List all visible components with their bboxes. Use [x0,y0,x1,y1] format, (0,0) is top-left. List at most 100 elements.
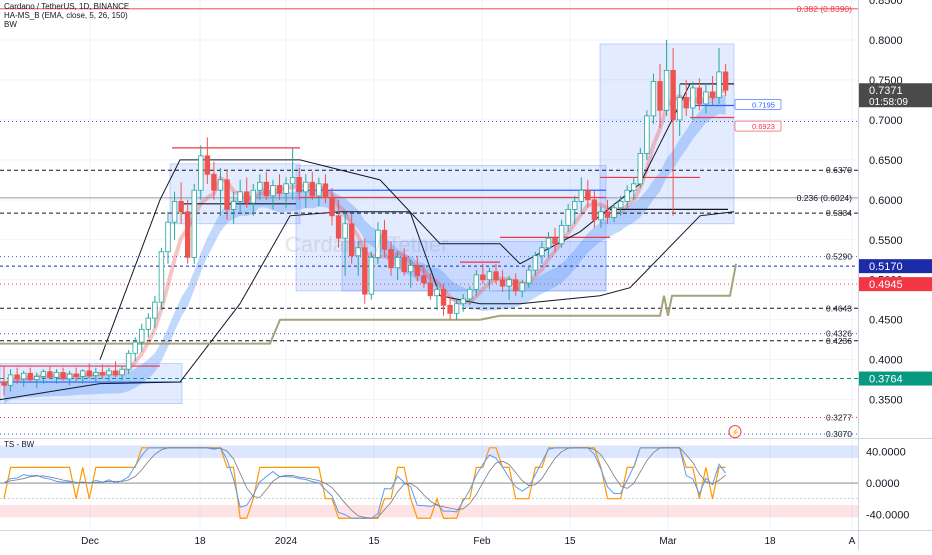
bw-step-line [0,263,737,345]
inner-tag-box [734,99,782,110]
price-level-label: 0.236 (0.6024) [797,193,852,203]
trailing-stop-line [0,211,735,401]
candle-body [171,201,178,223]
price-level-label: 0.6370 [826,165,852,175]
candle-body [237,191,243,202]
date-tick-label: Mar [659,536,677,547]
inner-tag-label: 0.7195 [752,100,775,109]
price-tick-label: 0.7000 [869,115,903,127]
osc-signal-line [3,447,726,519]
osc-blue-line [3,447,727,519]
candle-body [178,201,184,213]
candle-body [257,181,263,191]
candle-body [611,207,617,218]
candle-body [604,211,611,218]
candle-body [224,179,230,210]
candle-body [112,370,119,376]
candle-body [690,87,696,109]
candle-body [657,81,663,111]
candle-body [388,248,394,269]
price-level-label: 0.4643 [826,303,852,313]
candle-body [526,269,532,284]
candle-body [158,251,165,303]
candle-body [703,91,709,105]
candle-body [27,372,33,381]
candle-body [453,303,460,314]
candle-body [296,177,302,193]
candle-body [519,282,525,292]
candle-body [558,224,565,245]
price-level-label: 0.5834 [826,208,852,218]
candle-body [34,376,40,381]
candle-body [434,288,440,297]
overbought-band [0,445,858,458]
inner-tag-box [734,120,782,132]
candle-body [191,189,197,258]
candle-body [512,279,519,292]
candle-body [139,328,145,343]
candle-body [591,199,598,221]
candle-body [676,97,683,121]
candle-body [440,288,447,306]
axis-tag-box [858,259,932,274]
price-level-label: 0.5290 [826,252,852,262]
candle-body [276,185,283,194]
axis-tag-value: 0.7371 [869,85,903,97]
candle-body [230,201,237,210]
candle-body [493,271,499,281]
osc-tick-label: -40.0000 [866,509,909,521]
date-tick-label: A [849,536,856,547]
candle-body [421,275,427,284]
candle-body [532,255,539,271]
candle-body [394,256,401,269]
price-tick-label: 0.6500 [869,155,903,167]
alert-icon [728,425,742,439]
candle-body [14,374,20,380]
candle-body [303,181,309,193]
candle-body [270,185,276,197]
candle-body [460,298,466,305]
axis-tag-value: 0.5170 [869,261,903,273]
price-tick-label: 0.6000 [869,195,903,207]
candle-body [204,155,211,175]
candle-body [152,301,158,319]
price-tick-label: 0.4500 [869,315,903,327]
osc-tick-label: 40.0000 [866,447,906,459]
trend-line [99,83,734,360]
candle-body [408,264,414,273]
candle-body [184,211,191,258]
axis-tag-value: 0.4945 [869,279,903,291]
candle-body [125,352,132,370]
candle-body [362,247,368,295]
price-level-label: 0.382 (0.8390) [797,4,852,14]
price-level-label: 0.3277 [826,412,852,422]
candle-body [60,372,66,380]
candle-body [401,256,407,273]
candle-body [53,372,60,378]
candle-body [250,189,256,204]
candle-body [598,211,604,221]
candle-body [263,181,270,197]
date-tick-label: 15 [564,536,576,547]
watermark-text: Cardano / Tether [285,232,448,257]
candle-body [7,374,14,386]
candle-body [309,181,316,197]
candle-body [335,215,342,239]
candle-body [506,279,512,287]
candle-body [145,317,152,330]
date-tick-label: 18 [194,536,206,547]
candle-body [637,153,644,185]
candle-body [467,288,473,300]
candle-body [322,183,329,198]
candle-body [40,371,47,377]
candle-body [66,373,73,380]
candle-body [119,368,125,376]
osc-tick-label: 0.0000 [866,478,900,490]
axis-tag-value: 0.3764 [869,374,903,386]
candle-body [211,173,217,191]
candle-body [578,189,584,202]
candle-body [355,247,361,257]
candle-body [427,282,434,297]
